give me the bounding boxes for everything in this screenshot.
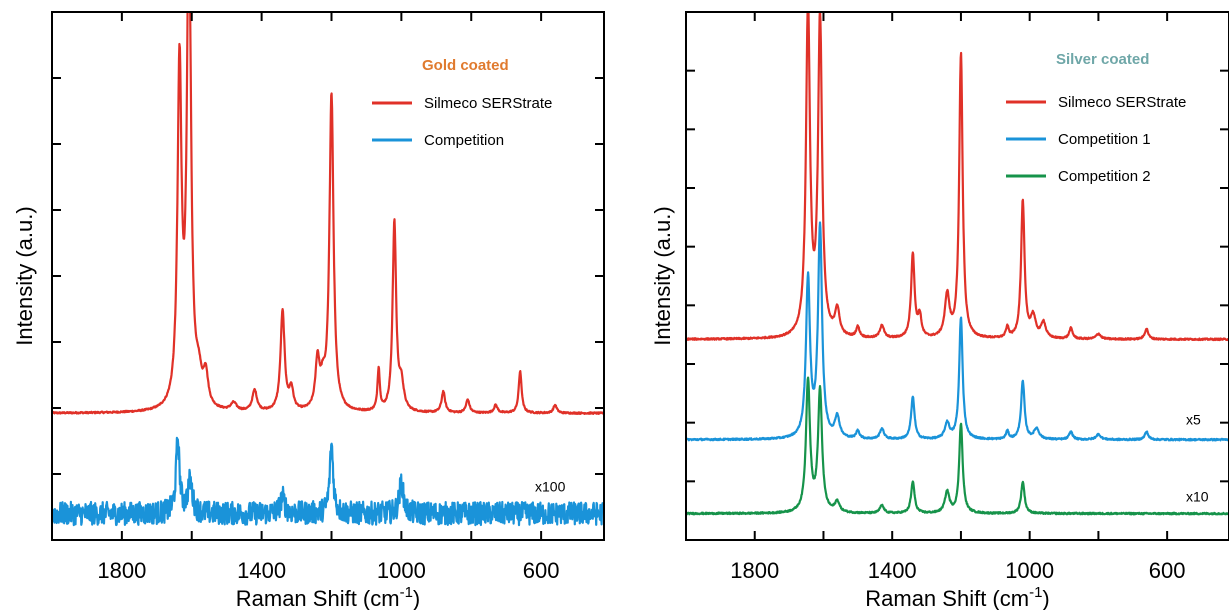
- legend-entry-label: Silmeco SERStrate: [424, 95, 552, 112]
- x-tick-label: 1800: [730, 558, 779, 583]
- series-line-competition-2: [686, 376, 1229, 516]
- series-line-silmeco-serstrate: [52, 12, 604, 415]
- gold-coated-panel: x100 1800 1400 1000 600 Raman Shift (cm-1) Int…: [12, 11, 605, 610]
- legend-title: Gold coated: [422, 57, 509, 74]
- x-tick-label: 600: [1149, 558, 1186, 583]
- scale-factor-label: x100: [535, 479, 566, 495]
- series-group: [686, 12, 1229, 516]
- scale-factor-label: x5: [1186, 412, 1201, 428]
- x-tick-label: 1000: [1005, 558, 1054, 583]
- legend: Silver coated Silmeco SERStrate Competitio…: [1006, 51, 1186, 185]
- x-tick-label: 1400: [868, 558, 917, 583]
- legend-entry-label: Competition: [424, 132, 504, 149]
- series-line-competition-1: [686, 221, 1229, 442]
- x-tick-label: 1000: [377, 558, 426, 583]
- plot-frame: [685, 11, 1229, 541]
- x-axis-label: Raman Shift (cm-1): [865, 584, 1050, 610]
- legend-entry-label: Competition 2: [1058, 168, 1151, 185]
- y-axis-label: Intensity (a.u.): [650, 206, 675, 345]
- series-line-silmeco-serstrate: [686, 12, 1229, 342]
- legend-entry-label: Silmeco SERStrate: [1058, 94, 1186, 111]
- series-line-competition: [52, 436, 604, 527]
- legend-title: Silver coated: [1056, 51, 1149, 68]
- x-tick-label: 1400: [237, 558, 286, 583]
- x-tick-label: 600: [523, 558, 560, 583]
- silver-coated-panel: x5 x10 1800 1400 1000 600 Raman Shift (cm-1) In…: [650, 11, 1229, 610]
- series-group: [52, 12, 604, 527]
- x-axis-label: Raman Shift (cm-1): [236, 584, 421, 610]
- legend-entry-label: Competition 1: [1058, 131, 1151, 148]
- legend: Gold coated Silmeco SERStrate Competition: [372, 57, 552, 149]
- x-tick-label: 1800: [97, 558, 146, 583]
- y-axis-label: Intensity (a.u.): [12, 206, 37, 345]
- scale-factor-label: x10: [1186, 489, 1209, 505]
